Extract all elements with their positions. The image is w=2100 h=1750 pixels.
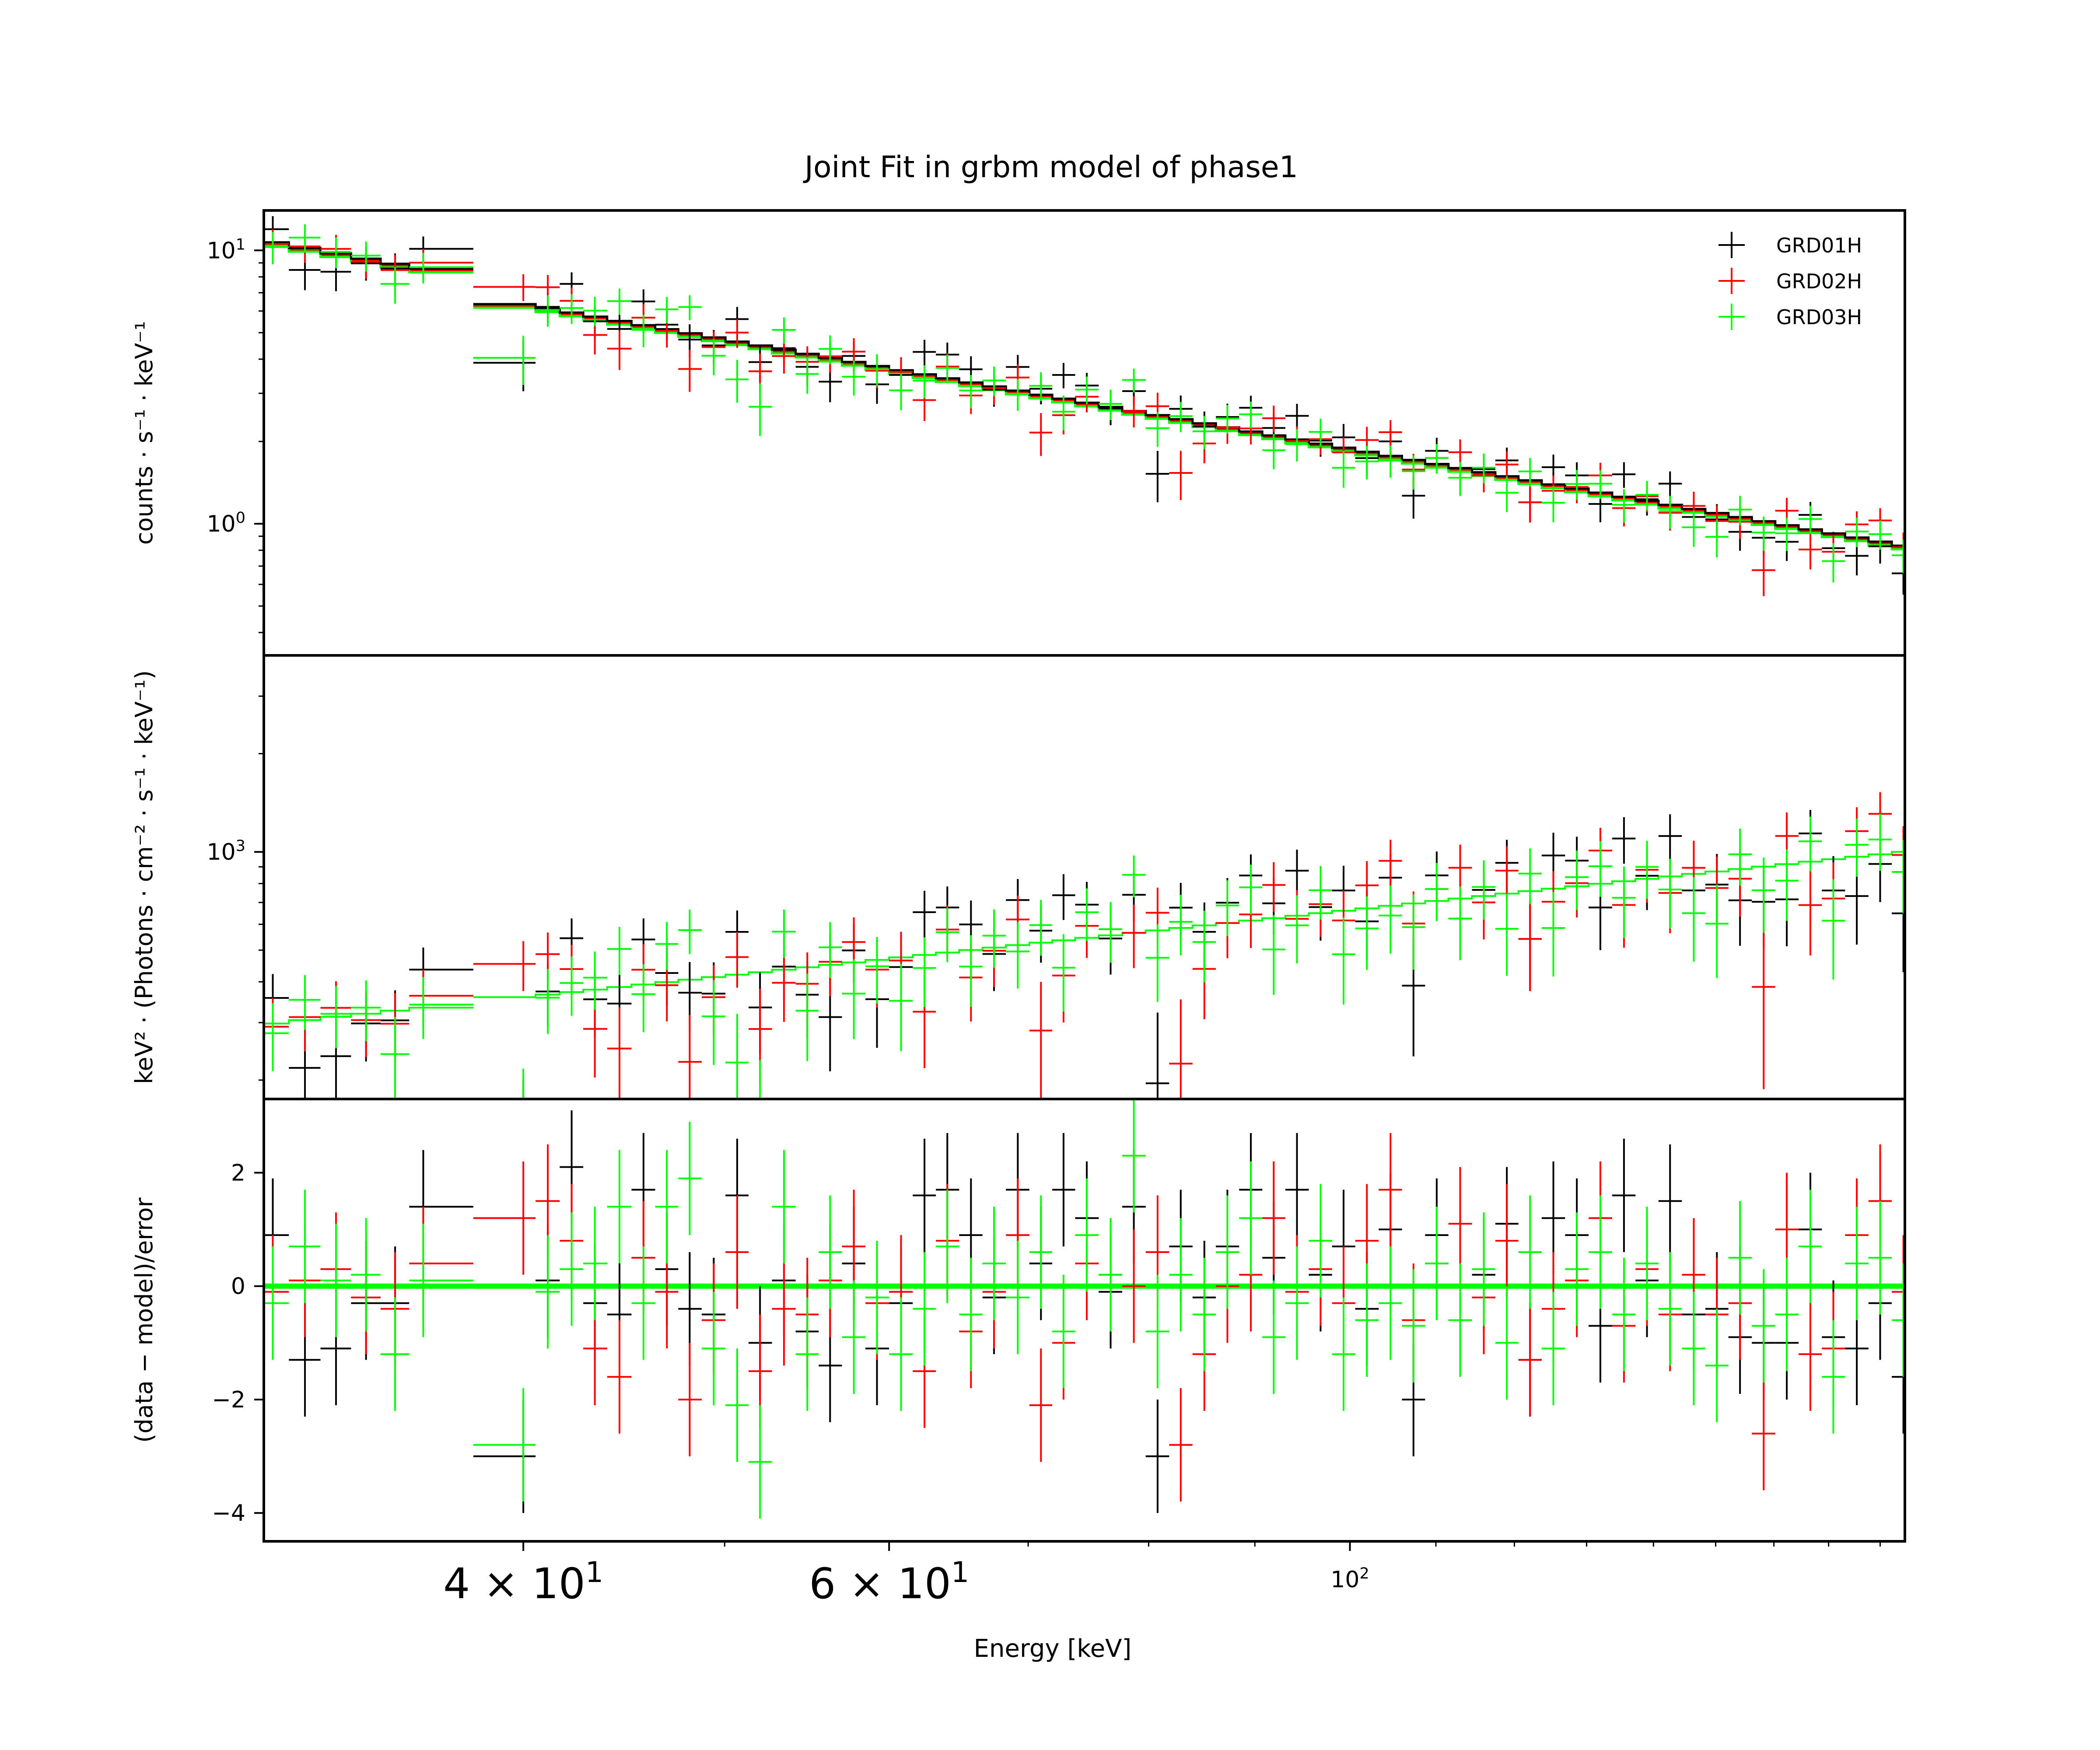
plot-area-residuals	[264, 1099, 1905, 1519]
legend: GRD01H GRD02H GRD03H	[1718, 232, 1862, 330]
plot-area-counts	[264, 216, 1905, 596]
plot-area-eeuf	[264, 792, 1905, 1099]
y-tick-label-counts: 101	[207, 236, 245, 264]
y-tick-label-residuals: 2	[231, 1160, 245, 1186]
x-axis-label: Energy [keV]	[974, 1634, 1132, 1663]
y-tick-label-residuals: −4	[212, 1500, 245, 1526]
chart-title: Joint Fit in grbm model of phase1	[803, 150, 1298, 185]
series-grd03h-counts	[264, 224, 1905, 583]
y-axis-label-eeuf: keV² · (Photons · cm⁻² · s⁻¹ · keV⁻¹)	[130, 670, 158, 1084]
y-tick-label-counts: 100	[207, 509, 245, 537]
panel-residuals: −4 −2 0 2 (data − model)/error	[130, 1098, 1906, 1543]
x-tick-label: 102	[1330, 1565, 1369, 1593]
x-tick-label: 4 × 101	[443, 1556, 603, 1609]
panel-frame-residuals	[262, 1098, 1906, 1543]
series-grd03h-eeuf	[264, 814, 1905, 1099]
y-tick-label-residuals: −2	[212, 1387, 245, 1413]
y-tick-label-residuals: 0	[231, 1274, 245, 1300]
y-tick-label-eeuf: 103	[207, 837, 245, 865]
series-grd03h-residuals	[264, 1099, 1905, 1519]
legend-label-grd02h: GRD02H	[1776, 270, 1862, 293]
legend-label-grd03h: GRD03H	[1776, 305, 1862, 329]
legend-label-grd01h: GRD01H	[1776, 234, 1862, 257]
y-axis-label-residuals: (data − model)/error	[130, 1197, 158, 1443]
model-line-eeuf	[264, 851, 1905, 1025]
x-axis: 4 × 101 6 × 101 102	[443, 1541, 1881, 1609]
y-axis-label-counts: counts · s⁻¹ · keV⁻¹	[130, 321, 158, 545]
x-tick-label: 6 × 101	[809, 1556, 969, 1609]
